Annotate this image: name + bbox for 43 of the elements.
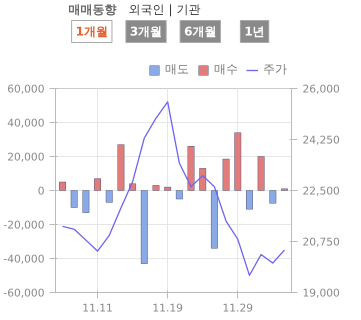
bar [140, 190, 148, 264]
bar [70, 190, 78, 208]
y-tick-label: 40,000 [7, 116, 45, 130]
legend-label: 매수 [214, 61, 238, 78]
y-tick-label: -20,000 [3, 218, 45, 232]
bar [188, 146, 194, 191]
bar [199, 168, 206, 191]
chart-title: 매매동향 [68, 2, 117, 16]
y-tick-label: 60,000 [7, 82, 45, 96]
bar [117, 144, 124, 191]
text: 6개월 [184, 24, 216, 38]
y2-tick-label: 26,000 [302, 82, 340, 96]
text: 3개월 [130, 24, 162, 38]
y-tick-label: -40,000 [3, 252, 45, 266]
x-tick-label: 11.11 [82, 302, 113, 314]
bar [234, 132, 242, 191]
legend-label: 주가 [263, 61, 287, 78]
legend-label: 매도 [165, 61, 189, 78]
bar [246, 190, 253, 210]
y-tick-label: 0 [38, 184, 45, 198]
bar [222, 158, 230, 191]
x-tick-label: 11.29 [222, 302, 254, 314]
x-tick-label: 11.19 [152, 302, 184, 314]
y2-tick-label: 20,750 [302, 236, 340, 248]
bar [152, 185, 160, 191]
bar [94, 178, 102, 191]
bar [258, 156, 265, 191]
line-series [62, 101, 286, 276]
bar [59, 182, 66, 191]
text: 1개월 [76, 24, 108, 38]
y2-tick-label: 22,500 [302, 184, 340, 198]
y2-tick-label: 19,000 [302, 286, 340, 300]
chart-subtitle: 외국인 | 기관 [128, 2, 200, 16]
bar [210, 190, 218, 249]
bar [269, 190, 276, 204]
y-tick-label: 20,000 [7, 150, 45, 164]
text: 1년 [244, 24, 265, 38]
bar [106, 190, 113, 203]
bar [176, 190, 183, 200]
y-tick-label: -60,000 [3, 286, 45, 300]
bar [82, 190, 90, 213]
y2-tick-label: 24,250 [302, 134, 340, 146]
bar [164, 186, 172, 191]
